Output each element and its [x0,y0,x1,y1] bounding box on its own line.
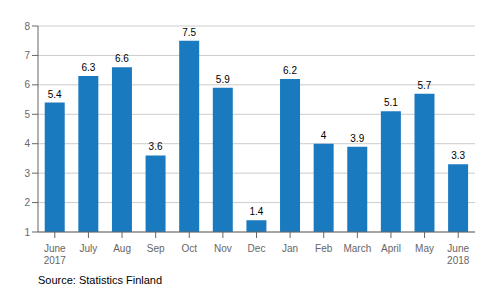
svg-text:March: March [343,243,371,254]
svg-text:May: May [415,243,434,254]
svg-text:5.9: 5.9 [216,74,230,85]
svg-text:Feb: Feb [315,243,333,254]
svg-text:Oct: Oct [181,243,197,254]
svg-text:2: 2 [24,197,30,208]
svg-text:5.7: 5.7 [418,80,432,91]
svg-text:5.1: 5.1 [384,97,398,108]
svg-text:3: 3 [24,168,30,179]
svg-text:7.5: 7.5 [182,27,196,38]
html-text:Source: Statistics Finland: Source: Statistics Finland [38,274,163,286]
svg-text:6.2: 6.2 [283,65,297,76]
svg-text:Jan: Jan [282,243,298,254]
svg-text:Aug: Aug [113,243,131,254]
svg-text:Nov: Nov [214,243,232,254]
svg-text:8: 8 [24,21,30,32]
svg-text:3.3: 3.3 [451,150,465,161]
svg-text:Sep: Sep [147,243,165,254]
svg-text:1: 1 [24,227,30,238]
svg-text:July: July [80,243,98,254]
svg-text:1.4: 1.4 [249,206,263,217]
svg-text:3.6: 3.6 [149,141,163,152]
svg-text:3.9: 3.9 [350,133,364,144]
svg-text:June2018: June2018 [447,243,470,266]
svg-text:6: 6 [24,79,30,90]
svg-text:6.3: 6.3 [81,62,95,73]
svg-text:5: 5 [24,109,30,120]
svg-text:6.6: 6.6 [115,53,129,64]
svg-text:7: 7 [24,50,30,61]
svg-text:Dec: Dec [248,243,266,254]
svg-text:April: April [381,243,401,254]
svg-text:4: 4 [321,130,327,141]
svg-text:4: 4 [24,138,30,149]
svg-text:5.4: 5.4 [48,89,62,100]
svg-text:June2017: June2017 [44,243,67,266]
